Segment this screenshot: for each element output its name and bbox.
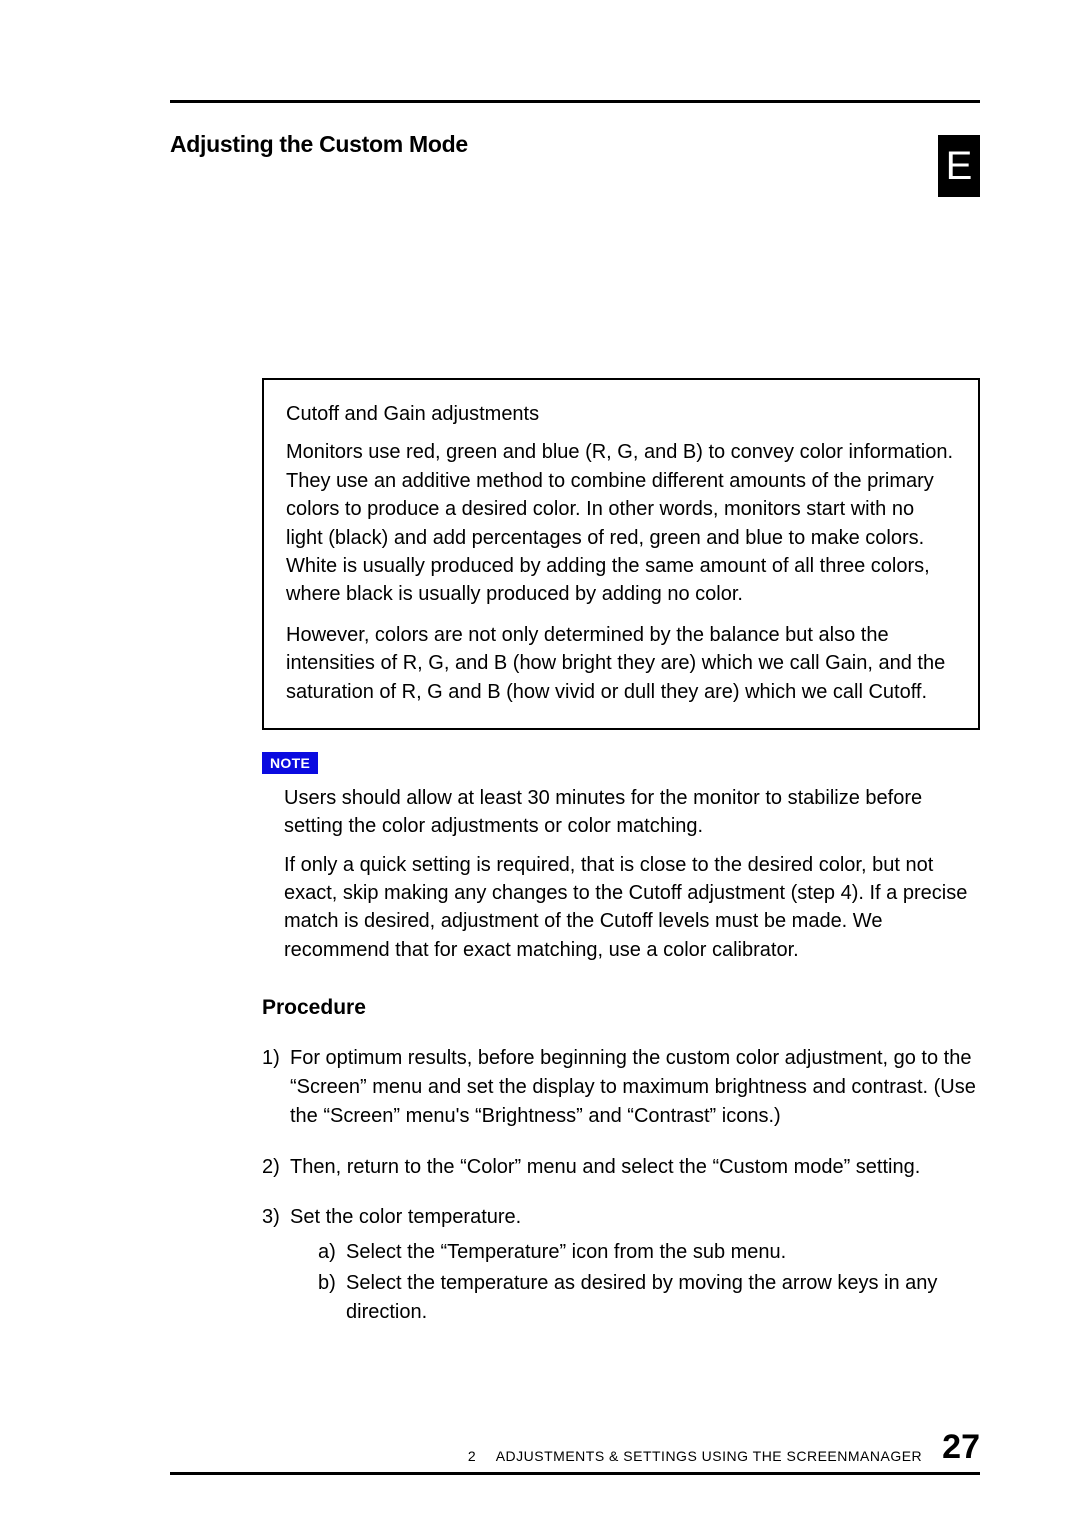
content-column: Cutoff and Gain adjustments Monitors use… <box>262 378 980 1329</box>
procedure-steps: 1) For optimum results, before beginning… <box>262 1044 980 1328</box>
substep-letter: a) <box>318 1238 346 1267</box>
substep-text: Select the “Temperature” icon from the s… <box>346 1238 980 1267</box>
procedure-heading: Procedure <box>262 996 980 1020</box>
top-rule <box>170 100 980 103</box>
info-box-p2: However, colors are not only determined … <box>286 621 956 706</box>
substep: b) Select the temperature as desired by … <box>318 1269 980 1327</box>
step-text-main: Set the color temperature. <box>290 1206 521 1228</box>
step-text: Then, return to the “Color” menu and sel… <box>290 1153 980 1182</box>
procedure-step: 2) Then, return to the “Color” menu and … <box>262 1153 980 1182</box>
footer-chapter-title: ADJUSTMENTS & SETTINGS USING THE SCREENM… <box>496 1448 922 1464</box>
info-box-p1: Monitors use red, green and blue (R, G, … <box>286 438 956 608</box>
page: Adjusting the Custom Mode E Cutoff and G… <box>0 0 1080 1537</box>
info-box-heading: Cutoff and Gain adjustments <box>286 400 956 428</box>
info-box: Cutoff and Gain adjustments Monitors use… <box>262 378 980 730</box>
section-title: Adjusting the Custom Mode <box>170 131 980 158</box>
step-number: 2) <box>262 1153 290 1182</box>
page-footer: 2 ADJUSTMENTS & SETTINGS USING THE SCREE… <box>170 1430 980 1475</box>
note-block: NOTE Users should allow at least 30 minu… <box>262 752 980 964</box>
section-tab: E <box>938 135 980 197</box>
note-p2: If only a quick setting is required, tha… <box>284 851 980 965</box>
substep: a) Select the “Temperature” icon from th… <box>318 1238 980 1267</box>
procedure-step: 1) For optimum results, before beginning… <box>262 1044 980 1130</box>
footer-page-number: 27 <box>942 1430 980 1464</box>
procedure-step: 3) Set the color temperature. a) Select … <box>262 1203 980 1328</box>
substep-letter: b) <box>318 1269 346 1327</box>
step-number: 3) <box>262 1203 290 1328</box>
substep-text: Select the temperature as desired by mov… <box>346 1269 980 1327</box>
note-p1: Users should allow at least 30 minutes f… <box>284 784 980 841</box>
note-body: Users should allow at least 30 minutes f… <box>262 784 980 964</box>
substeps: a) Select the “Temperature” icon from th… <box>290 1238 980 1326</box>
step-text: For optimum results, before beginning th… <box>290 1044 980 1130</box>
step-number: 1) <box>262 1044 290 1130</box>
step-text: Set the color temperature. a) Select the… <box>290 1203 980 1328</box>
footer-chapter-number: 2 <box>468 1448 476 1464</box>
note-badge: NOTE <box>262 752 318 774</box>
